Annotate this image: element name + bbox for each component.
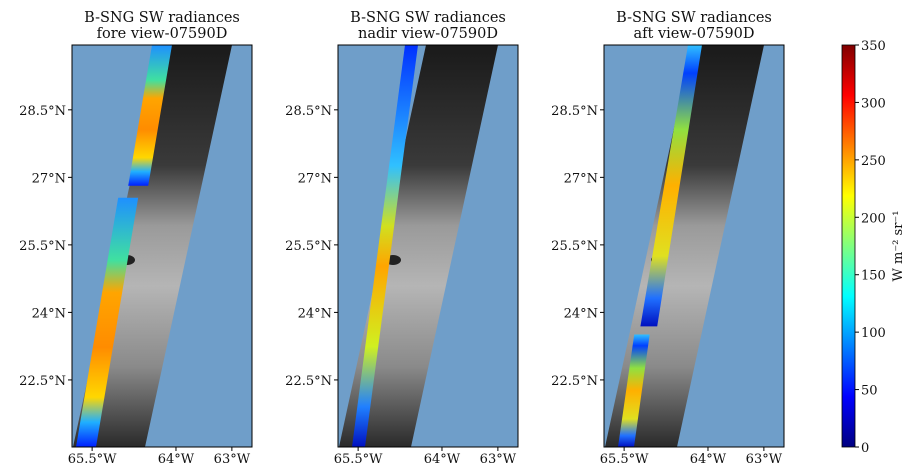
map-frame [337,44,519,448]
y-tick-label: 27°N [298,171,332,186]
x-tick-label: 63°W [214,452,251,464]
x-tick-label: 64°W [690,452,727,464]
map-frame [603,44,785,448]
x-tick-label: 63°W [480,452,517,464]
map-title: fore view-07590D [97,26,228,42]
map-title: aft view-07590D [634,26,755,42]
radiance-strip [352,45,418,447]
map-title: B-SNG SW radiances [350,10,506,26]
map-title: B-SNG SW radiances [616,10,772,26]
y-tick-label: 22.5°N [285,374,332,389]
colorbar-label: W m⁻² sr⁻¹ [891,211,906,282]
y-tick-label: 25.5°N [19,239,66,254]
x-tick-label: 65.5°W [600,452,649,464]
x-tick-label: 64°W [424,452,461,464]
colorbar [841,44,856,448]
colorbar-tick-label: 350 [861,39,886,54]
x-tick-label: 63°W [746,452,783,464]
radiance-strip [76,197,139,447]
radiance-strip [640,45,702,327]
colorbar-tick-label: 250 [861,154,886,169]
swath-image [339,45,498,447]
colorbar-tick-label: 0 [861,441,869,456]
colorbar-tick-label: 100 [861,326,886,341]
y-tick-label: 24°N [298,306,332,321]
colorbar-tick-label: 150 [861,269,886,284]
y-tick-label: 24°N [564,306,598,321]
x-tick-label: 65.5°W [334,452,383,464]
map-title: B-SNG SW radiances [84,10,240,26]
y-tick-label: 28.5°N [551,104,598,119]
radiance-strip [128,45,172,186]
colorbar-tick-label: 50 [861,384,878,399]
colorbar-tick-label: 200 [861,211,886,226]
x-tick-label: 65.5°W [68,452,117,464]
y-tick-label: 25.5°N [285,239,332,254]
y-tick-label: 22.5°N [551,374,598,389]
y-tick-label: 27°N [32,171,66,186]
colorbar-tick-label: 300 [861,96,886,111]
y-tick-label: 25.5°N [551,239,598,254]
y-tick-label: 22.5°N [19,374,66,389]
x-tick-label: 64°W [158,452,195,464]
map-title: nadir view-07590D [358,26,498,42]
y-tick-label: 28.5°N [285,104,332,119]
y-tick-label: 24°N [32,306,66,321]
radiance-strip [618,334,650,447]
y-tick-label: 27°N [564,171,598,186]
y-tick-label: 28.5°N [19,104,66,119]
map-frame [71,44,253,448]
